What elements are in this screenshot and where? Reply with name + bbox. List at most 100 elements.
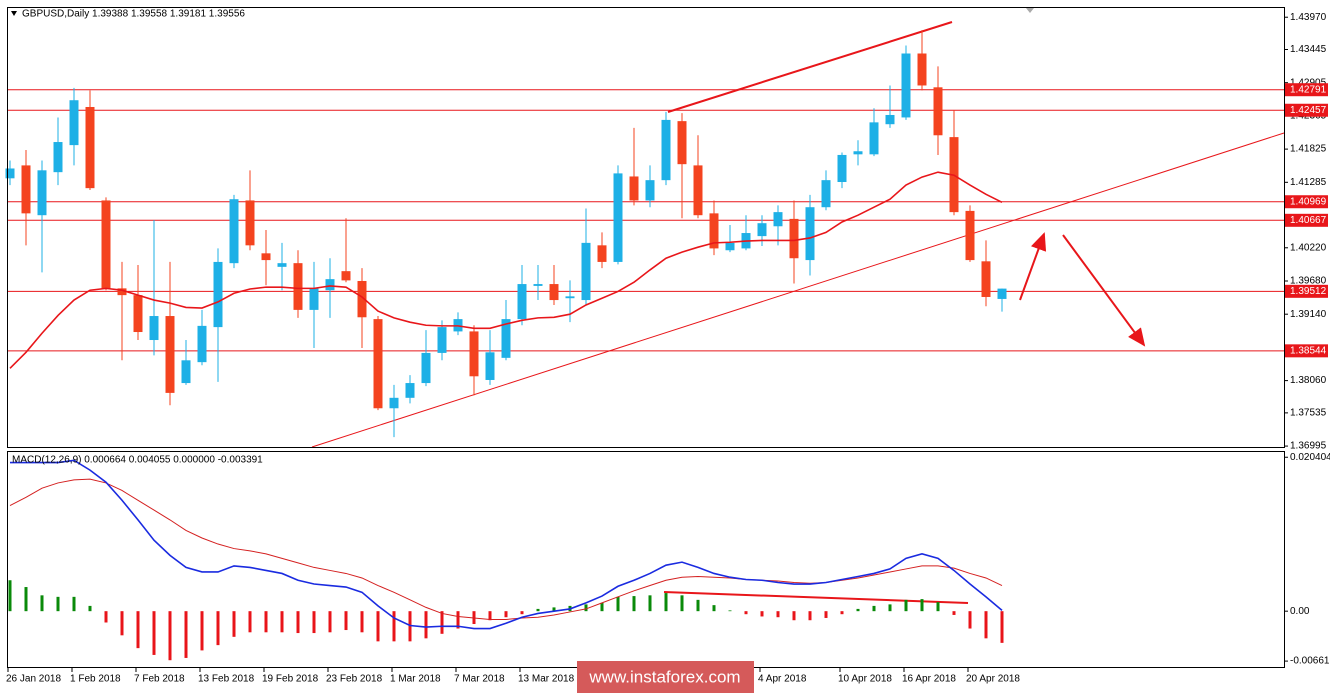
- histogram-bar: [792, 611, 796, 621]
- histogram-bar: [952, 611, 956, 615]
- histogram-bar: [824, 611, 828, 618]
- histogram-bar: [712, 605, 716, 612]
- histogram-bar: [136, 611, 140, 649]
- histogram-bar: [1000, 611, 1004, 643]
- candle-body: [421, 352, 431, 384]
- x-tick-label: 4 Apr 2018: [758, 674, 807, 685]
- arrow-up: [1019, 232, 1047, 301]
- y-tick-label: -0.006617: [1290, 656, 1330, 667]
- watermark: www.instaforex.com: [577, 661, 754, 693]
- candle-body: [757, 223, 767, 237]
- level-label-box: [1285, 83, 1328, 97]
- menu-triangle[interactable]: [11, 11, 17, 16]
- y-tick-label: 1.39680: [1290, 276, 1327, 287]
- candle-body: [501, 319, 511, 358]
- x-tick-label: 13 Feb 2018: [198, 674, 255, 685]
- candle-body: [645, 180, 655, 201]
- histogram-bar: [664, 593, 668, 612]
- macd-title: MACD(12,26,9) 0.000664 0.004055 0.000000…: [12, 455, 263, 466]
- histogram-bar: [840, 611, 844, 615]
- candle-body: [357, 280, 367, 318]
- candle-body: [469, 331, 479, 377]
- candle-body: [661, 119, 671, 181]
- y-tick-label: 1.36995: [1290, 441, 1327, 452]
- histogram-bar: [504, 611, 508, 618]
- histogram-bar: [360, 611, 364, 633]
- candle-body: [885, 114, 895, 125]
- histogram-bar: [8, 580, 12, 612]
- histogram-bar: [680, 595, 684, 612]
- histogram-bar: [648, 595, 652, 612]
- candle-body: [853, 151, 863, 155]
- level-label-box: [1285, 344, 1328, 358]
- histogram-bar: [520, 611, 524, 615]
- histogram-bar: [984, 611, 988, 639]
- y-tick-label: 1.41825: [1290, 144, 1327, 155]
- x-tick-label: 7 Feb 2018: [134, 674, 185, 685]
- candle-body: [373, 319, 383, 409]
- candle-body: [405, 383, 415, 398]
- x-tick-label: 10 Apr 2018: [838, 674, 892, 685]
- histogram-bar: [872, 605, 876, 612]
- level-label-box: [1285, 195, 1328, 209]
- level-label-box: [1285, 213, 1328, 227]
- histogram-bar: [616, 596, 620, 612]
- histogram-bar: [248, 611, 252, 633]
- channel-line: [667, 21, 953, 113]
- x-tick-label: 19 Feb 2018: [262, 674, 319, 685]
- level-label-box: [1285, 103, 1328, 117]
- histogram-bar: [968, 611, 972, 629]
- candle-body: [933, 87, 943, 136]
- histogram-bar: [632, 596, 636, 612]
- x-tick-label: 26 Jan 2018: [6, 674, 61, 685]
- histogram-bar: [216, 611, 220, 646]
- candle-body: [805, 207, 815, 261]
- histogram-bar: [744, 611, 748, 615]
- y-tick-label: 1.40220: [1290, 242, 1327, 253]
- candle-body: [277, 263, 287, 267]
- histogram-bar: [392, 611, 396, 642]
- histogram-bar: [536, 608, 540, 612]
- candle-body: [437, 327, 447, 353]
- histogram-bar: [312, 611, 316, 634]
- level-label-box: [1285, 284, 1328, 298]
- price-panel: [7, 7, 1285, 448]
- candle-body: [53, 142, 63, 173]
- candle-body: [821, 180, 831, 208]
- candle-body: [533, 284, 543, 286]
- candle-body: [5, 168, 15, 179]
- candle-body: [389, 397, 399, 409]
- histogram-bar: [808, 611, 812, 621]
- candle-body: [997, 288, 1007, 299]
- histogram-bar: [200, 611, 204, 651]
- candle-body: [581, 242, 591, 301]
- histogram-bar: [488, 611, 492, 621]
- ma-line: [9, 171, 1003, 369]
- x-tick-label: 13 Mar 2018: [518, 674, 575, 685]
- candle-body: [677, 121, 687, 165]
- y-tick-label: 0.020404: [1290, 452, 1330, 463]
- x-tick-label: 16 Apr 2018: [902, 674, 956, 685]
- histogram-bar: [120, 611, 124, 636]
- histogram-bar: [904, 599, 908, 612]
- candle-body: [565, 296, 575, 299]
- histogram-bar: [696, 599, 700, 612]
- candle-body: [773, 212, 783, 227]
- histogram-bar: [376, 611, 380, 642]
- candle-body: [229, 199, 239, 264]
- y-tick-label: 1.41285: [1290, 177, 1327, 188]
- histogram-bar: [440, 611, 444, 634]
- y-tick-label: 1.39140: [1290, 309, 1327, 320]
- candle-body: [21, 165, 31, 214]
- candle-body: [613, 173, 623, 262]
- candle-body: [133, 295, 143, 333]
- candle-body: [181, 360, 191, 384]
- histogram-bar: [184, 611, 188, 658]
- histogram-bar: [232, 611, 236, 637]
- y-tick-label: 1.38060: [1290, 375, 1327, 386]
- candle-body: [85, 106, 95, 189]
- histogram-bar: [856, 608, 860, 612]
- y-tick-label: 1.43445: [1290, 44, 1327, 55]
- candle-body: [965, 210, 975, 261]
- x-tick-label: 7 Mar 2018: [454, 674, 505, 685]
